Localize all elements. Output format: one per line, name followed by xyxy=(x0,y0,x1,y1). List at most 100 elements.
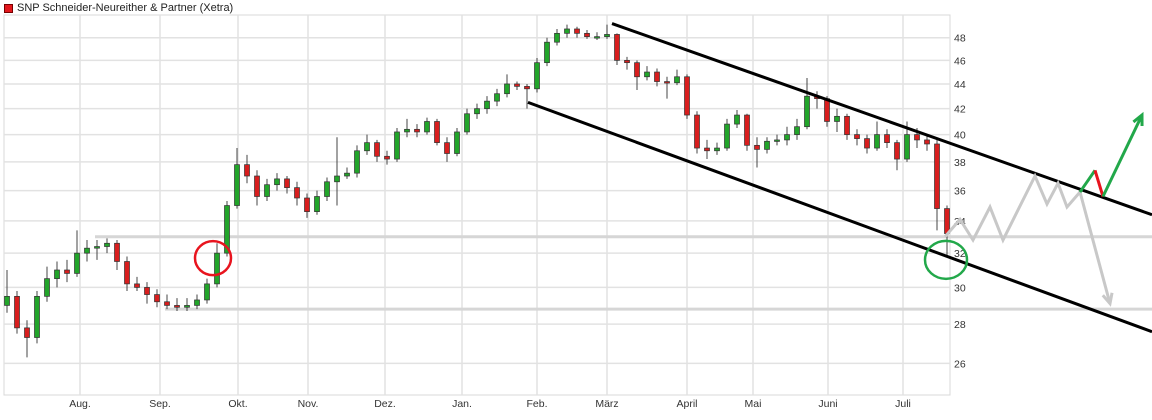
y-tick-label: 48 xyxy=(954,33,966,45)
candle-body xyxy=(854,134,860,139)
y-tick-label: 32 xyxy=(954,248,966,260)
y-tick-label: 30 xyxy=(954,282,966,294)
candle-body xyxy=(14,295,20,329)
candle-body xyxy=(134,283,140,288)
candle-body xyxy=(474,108,480,115)
candle-body xyxy=(944,208,950,234)
x-tick-label: Juli xyxy=(895,398,911,410)
x-tick-label: Juni xyxy=(818,398,837,410)
candle xyxy=(194,294,200,310)
candle-body xyxy=(104,242,110,247)
candle-body xyxy=(84,247,90,254)
bull-breakout-line xyxy=(1101,114,1144,198)
candle xyxy=(284,176,290,194)
candle-body xyxy=(204,283,210,301)
candle xyxy=(524,83,530,109)
candle-body xyxy=(194,299,200,306)
candle xyxy=(724,118,730,151)
candle xyxy=(474,103,480,119)
candle-body xyxy=(644,71,650,78)
candle-body xyxy=(694,114,700,149)
candle-body xyxy=(394,131,400,160)
candle-body xyxy=(334,175,340,183)
y-tick-label: 44 xyxy=(954,79,966,91)
y-tick-label: 46 xyxy=(954,55,966,67)
candle-body xyxy=(294,187,300,199)
chart-title: SNP Schneider-Neureither & Partner (Xetr… xyxy=(4,2,233,14)
highlight-circle-red xyxy=(193,239,233,277)
candle xyxy=(584,30,590,39)
candle-body xyxy=(494,93,500,102)
x-tick-label: Mai xyxy=(745,398,762,410)
candle-body xyxy=(574,28,580,34)
candle xyxy=(304,193,310,218)
candle xyxy=(624,56,630,70)
candle xyxy=(444,137,450,162)
candle-body xyxy=(504,83,510,95)
candle-body xyxy=(704,147,710,152)
candle-body xyxy=(214,252,220,285)
candle xyxy=(294,181,300,206)
candle xyxy=(404,118,410,138)
candle xyxy=(374,139,380,162)
candle xyxy=(424,117,430,135)
candle-body xyxy=(534,62,540,90)
candle-body xyxy=(614,34,620,61)
bear-step-down-line xyxy=(1093,169,1105,197)
candle-body xyxy=(864,138,870,149)
candle xyxy=(674,69,680,86)
candle xyxy=(124,256,130,291)
candle xyxy=(534,58,540,93)
candle xyxy=(924,134,930,151)
x-tick-label: Nov. xyxy=(298,398,319,410)
arrow-head-down-icon xyxy=(1101,292,1114,307)
candle xyxy=(54,261,60,288)
candle-body xyxy=(414,128,420,133)
candle xyxy=(244,154,250,184)
candle xyxy=(24,320,30,358)
candle-body xyxy=(904,134,910,160)
candle-body xyxy=(544,41,550,64)
candle-body xyxy=(724,123,730,149)
candle-body xyxy=(244,164,250,177)
scenario-path-gray xyxy=(943,172,1112,304)
candle-body xyxy=(754,144,760,150)
candle-body xyxy=(524,86,530,90)
x-tick-label: April xyxy=(676,398,697,410)
candle-body xyxy=(144,287,150,295)
candle xyxy=(874,121,880,151)
candle-body xyxy=(684,76,690,116)
arrow-head-up-icon xyxy=(1132,111,1144,127)
y-tick-label: 38 xyxy=(954,157,966,169)
candle xyxy=(734,109,740,128)
candle xyxy=(324,177,330,201)
candle xyxy=(254,170,260,206)
candle xyxy=(44,266,50,302)
candle-body xyxy=(554,32,560,43)
candle xyxy=(34,290,40,344)
candle xyxy=(834,108,840,132)
candle-body xyxy=(324,181,330,197)
candle xyxy=(184,298,190,311)
candle xyxy=(554,28,560,46)
candle-body xyxy=(584,32,590,37)
candle xyxy=(364,134,370,155)
channel-lower-line xyxy=(527,100,1152,334)
candle-body xyxy=(894,142,900,160)
candle xyxy=(164,294,170,310)
candle xyxy=(764,137,770,154)
candle xyxy=(214,243,220,288)
candle-body xyxy=(454,131,460,154)
candle xyxy=(484,96,490,114)
candle xyxy=(574,26,580,38)
candle xyxy=(344,167,350,179)
y-tick-label: 26 xyxy=(954,358,966,370)
candle xyxy=(74,230,80,277)
candle-body xyxy=(834,115,840,122)
candle-body xyxy=(374,142,380,157)
candle xyxy=(144,282,150,304)
candle-body xyxy=(304,197,310,212)
candle xyxy=(644,66,650,81)
candle xyxy=(704,139,710,160)
x-tick-label: Aug. xyxy=(69,398,91,410)
